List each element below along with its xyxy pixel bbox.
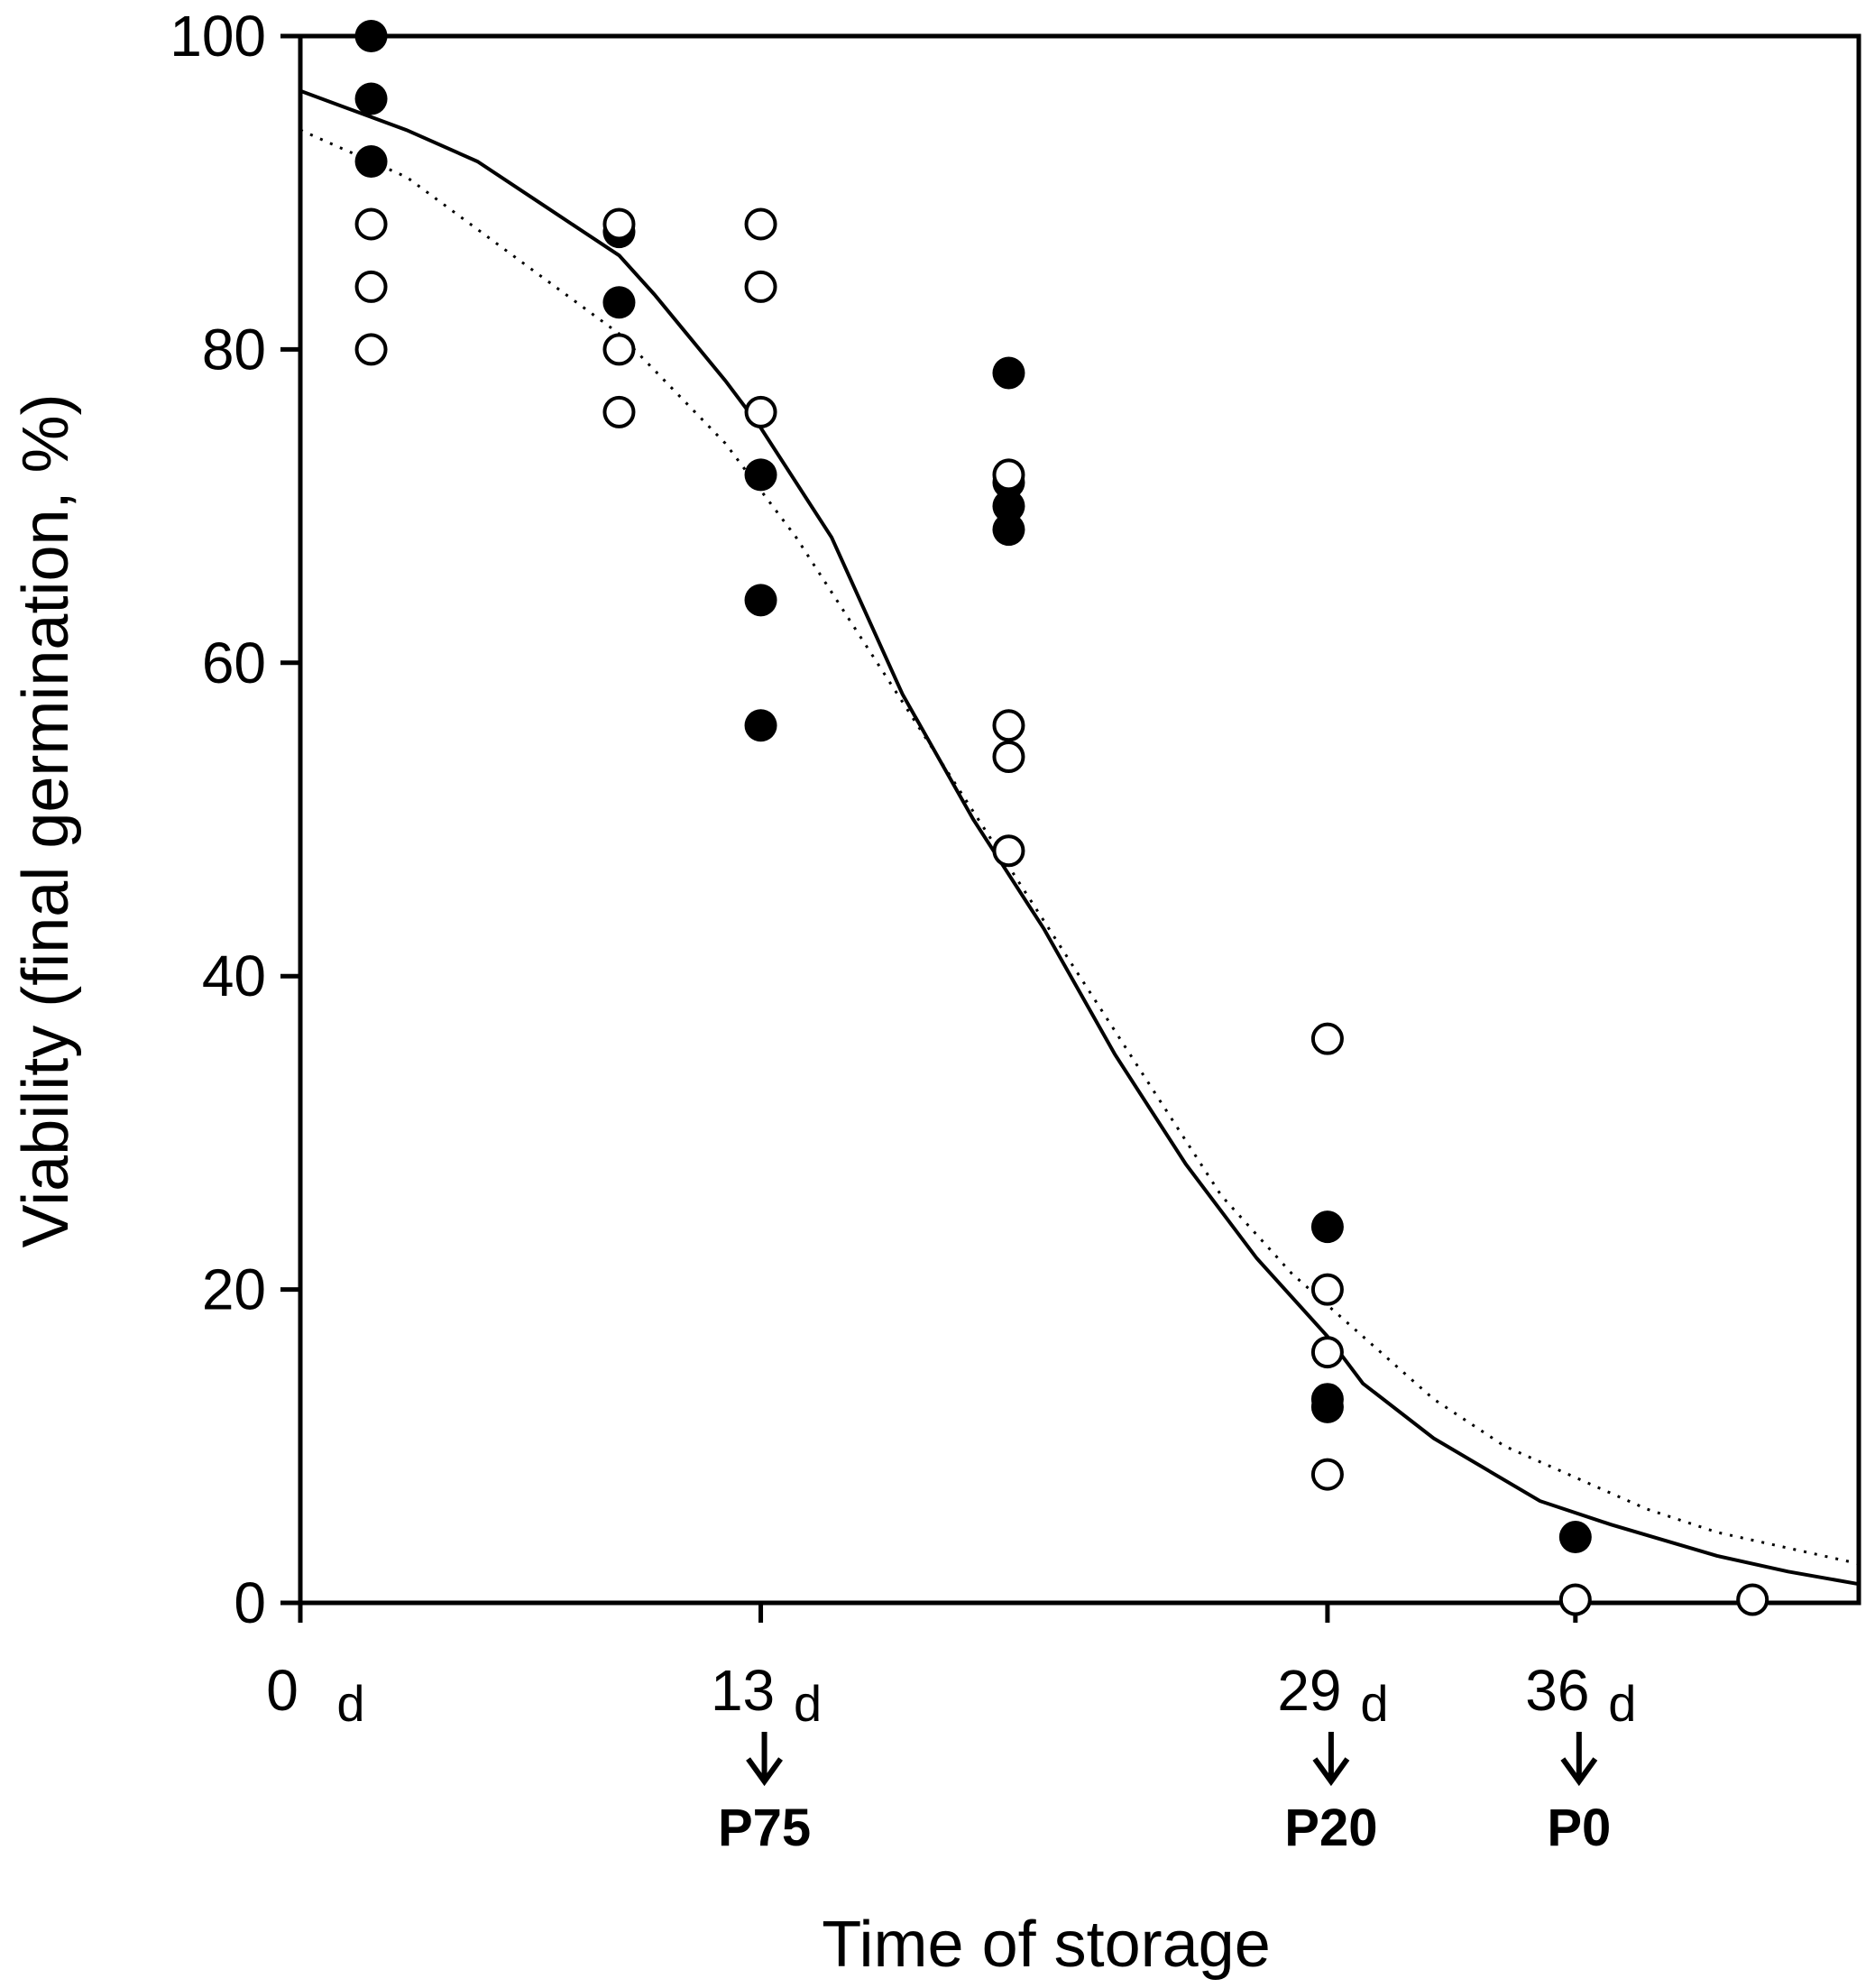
open-point xyxy=(602,207,636,241)
filled-point xyxy=(744,458,777,492)
open-point xyxy=(744,395,777,428)
y-axis-title: Viability (final germination, %) xyxy=(10,393,82,1247)
open-point xyxy=(1310,1273,1344,1306)
data-points xyxy=(354,20,1769,1616)
marker-label: P0 xyxy=(1547,1799,1611,1857)
marker-arrow-head xyxy=(1312,1757,1350,1787)
dotted-fit-line xyxy=(299,128,1860,1566)
open-point xyxy=(1310,1336,1344,1369)
y-tick-label: 20 xyxy=(202,1257,266,1322)
plot-frame xyxy=(298,33,1861,1606)
x-tick-label: 36 xyxy=(1525,1658,1589,1723)
open-point xyxy=(1310,1022,1344,1055)
open-point xyxy=(744,207,777,241)
filled-point xyxy=(602,286,636,319)
marker-label: P75 xyxy=(718,1799,811,1857)
open-point xyxy=(1310,1458,1344,1491)
filled-point xyxy=(992,356,1025,390)
open-point xyxy=(992,709,1025,742)
y-axis: 0 20 40 60 80 100 xyxy=(170,4,300,1635)
x-tick-unit: d xyxy=(336,1675,364,1732)
filled-point xyxy=(1558,1521,1592,1554)
y-tick-label: 40 xyxy=(202,943,266,1008)
filled-point xyxy=(354,144,388,178)
x-tick-unit: d xyxy=(794,1675,822,1732)
open-point xyxy=(992,834,1025,868)
open-point xyxy=(602,333,636,366)
filled-point xyxy=(744,584,777,617)
y-tick-label: 60 xyxy=(202,630,266,695)
open-point xyxy=(1736,1583,1769,1616)
x-tick-unit: d xyxy=(1608,1675,1636,1732)
filled-point xyxy=(354,20,388,52)
filled-point xyxy=(992,490,1025,523)
marker-label: P20 xyxy=(1284,1799,1377,1857)
filled-point xyxy=(992,513,1025,547)
y-tick-label: 80 xyxy=(202,317,266,382)
filled-point xyxy=(744,709,777,742)
x-axis: 0 d 13 d 29 d 36 d xyxy=(266,1603,1636,1732)
open-point xyxy=(992,741,1025,774)
open-point xyxy=(992,458,1025,492)
open-point xyxy=(354,333,388,366)
open-point xyxy=(1558,1583,1592,1616)
marker-arrow-head xyxy=(746,1757,783,1787)
x-tick-label: 29 xyxy=(1277,1658,1341,1723)
time-markers: P75 P20 P0 xyxy=(718,1732,1611,1857)
y-tick-label: 0 xyxy=(234,1570,266,1635)
fit-curves xyxy=(299,88,1860,1587)
x-tick-label: 13 xyxy=(711,1658,775,1723)
filled-point xyxy=(1310,1390,1344,1423)
open-point xyxy=(354,270,388,303)
x-tick-label: 0 xyxy=(266,1658,299,1723)
x-tick-unit: d xyxy=(1360,1675,1388,1732)
y-tick-label: 100 xyxy=(170,4,266,69)
open-point xyxy=(602,395,636,428)
filled-point xyxy=(1310,1210,1344,1244)
marker-arrow-head xyxy=(1560,1757,1598,1787)
x-axis-title: Time of storage xyxy=(822,1909,1271,1981)
open-point xyxy=(354,207,388,241)
open-point xyxy=(744,270,777,303)
filled-point xyxy=(354,82,388,115)
solid-fit-line xyxy=(299,88,1860,1587)
